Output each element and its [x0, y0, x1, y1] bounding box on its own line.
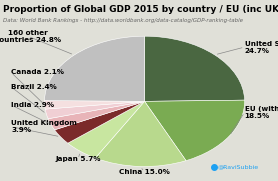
Text: Brazil 2.4%: Brazil 2.4% — [11, 84, 57, 90]
Text: EU (without UK)
18.5%: EU (without UK) 18.5% — [245, 106, 278, 119]
Wedge shape — [44, 36, 145, 101]
Wedge shape — [48, 101, 145, 130]
Text: @RaviSubbie: @RaviSubbie — [217, 164, 259, 169]
Text: China 15.0%: China 15.0% — [119, 169, 170, 175]
Text: United Kingdom
3.9%: United Kingdom 3.9% — [11, 120, 77, 133]
Text: Proportion of Global GDP 2015 by country / EU (inc UK in EU): Proportion of Global GDP 2015 by country… — [3, 5, 278, 14]
Text: India 2.9%: India 2.9% — [11, 102, 54, 108]
Text: United States
24.7%: United States 24.7% — [245, 41, 278, 54]
Text: Canada 2.1%: Canada 2.1% — [11, 69, 64, 75]
Wedge shape — [68, 101, 145, 158]
Wedge shape — [95, 101, 186, 167]
Wedge shape — [45, 101, 145, 119]
Text: 160 other
countries 24.8%: 160 other countries 24.8% — [0, 30, 61, 43]
Wedge shape — [44, 100, 145, 109]
Wedge shape — [145, 100, 245, 161]
Wedge shape — [54, 101, 145, 143]
Text: Japan 5.7%: Japan 5.7% — [55, 156, 101, 162]
Text: Data: World Bank Rankings - http://data.worldbank.org/data-catalog/GDP-ranking-t: Data: World Bank Rankings - http://data.… — [3, 18, 243, 23]
Wedge shape — [145, 36, 245, 101]
